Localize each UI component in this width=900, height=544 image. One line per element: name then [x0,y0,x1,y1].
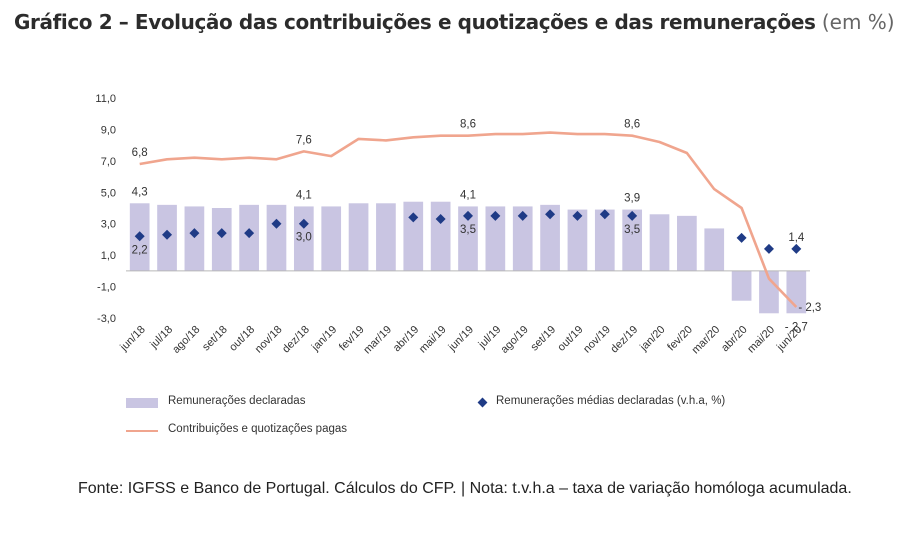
data-label: 8,6 [460,119,476,131]
diamond-point [271,218,282,229]
chart-title-unit: (em %) [821,10,895,34]
x-tick-label: dez/18 [280,324,312,356]
data-label: 6,8 [132,147,148,159]
diamond-point [490,210,501,221]
chart-title: Gráfico 2 – Evolução das contribuições e… [14,10,895,34]
bar [293,206,314,271]
data-label: 4,1 [460,189,476,201]
bar [704,228,725,271]
data-label: 3,0 [296,232,312,244]
data-label: - 2,7 [785,321,808,333]
bar [512,206,533,271]
data-label: 4,1 [296,189,312,201]
data-label: 8,6 [624,119,640,131]
x-tick-label: jun/18 [117,324,147,354]
bar [622,209,643,271]
x-tick-label: jun/19 [446,324,476,354]
diamond-point [189,228,200,239]
y-tick-label: 5,0 [101,187,116,199]
y-tick-label: 3,0 [101,219,116,231]
y-tick-label: 7,0 [101,156,116,168]
diamond-point [162,229,173,240]
data-label: 3,5 [460,224,476,236]
diamond-point [517,210,528,221]
x-tick-label: out/18 [227,324,257,354]
x-tick-label: set/18 [200,324,230,354]
bar [266,204,287,271]
x-tick-label: out/19 [555,324,585,354]
bar [458,206,478,271]
data-label: 1,4 [788,232,805,244]
diamond-point [627,210,638,221]
y-tick-label: -1,0 [97,282,116,294]
y-tick-label: 9,0 [101,124,116,136]
bar [376,203,396,271]
data-label: - 2,3 [798,302,821,314]
x-tick-label: jan/19 [309,324,339,354]
bar [594,209,615,271]
x-tick-label: ago/18 [170,324,202,356]
x-tick-label: dez/19 [608,324,640,356]
diamond-point [599,209,610,220]
diamond-point [763,243,774,254]
bar [430,201,451,271]
y-tick-label: -3,0 [97,313,116,325]
bar [759,270,779,314]
diamond-point [134,231,145,242]
data-label: 7,6 [296,134,312,146]
bar [211,208,232,271]
x-tick-label: nov/18 [253,324,285,356]
chart-title-main: Gráfico 2 – Evolução das contribuições e… [14,10,816,34]
bar [348,203,369,271]
x-tick-label: set/19 [529,324,559,354]
x-tick-label: mai/19 [417,324,449,356]
diamond-point [572,210,583,221]
x-tick-label: mar/20 [690,324,723,357]
data-label: 4,3 [132,186,148,198]
diamond-point [216,228,227,239]
diamond-point [244,228,255,239]
data-label: 2,2 [132,244,148,256]
bar [540,204,560,271]
line-series [139,131,798,308]
bar [184,206,205,271]
x-tick-label: mai/20 [745,324,777,356]
x-tick-label: nov/19 [581,324,613,356]
diamond-point [463,210,473,221]
x-tick-label: mar/19 [361,324,394,357]
diamond-point [298,218,309,229]
y-tick-label: 1,0 [101,250,116,262]
bar [649,214,670,271]
diamond-point [736,232,747,243]
diamond-point [435,214,446,224]
diamond-point [791,243,802,254]
bar [485,206,506,271]
bar [567,209,588,271]
bar [403,201,424,271]
x-tick-label: abr/20 [719,324,750,355]
bar [731,270,752,301]
diamond-point [408,212,419,223]
x-tick-label: ago/19 [499,324,531,356]
bar [321,206,342,271]
data-label: 3,9 [624,193,640,205]
x-tick-label: abr/19 [391,324,422,355]
bar [677,215,697,271]
source-note: Fonte: IGFSS e Banco de Portugal. Cálcul… [78,480,852,497]
y-tick-label: 11,0 [95,93,116,105]
x-tick-label: jan/20 [637,324,667,354]
diamond-point [545,209,556,220]
data-label: 3,5 [624,224,640,236]
